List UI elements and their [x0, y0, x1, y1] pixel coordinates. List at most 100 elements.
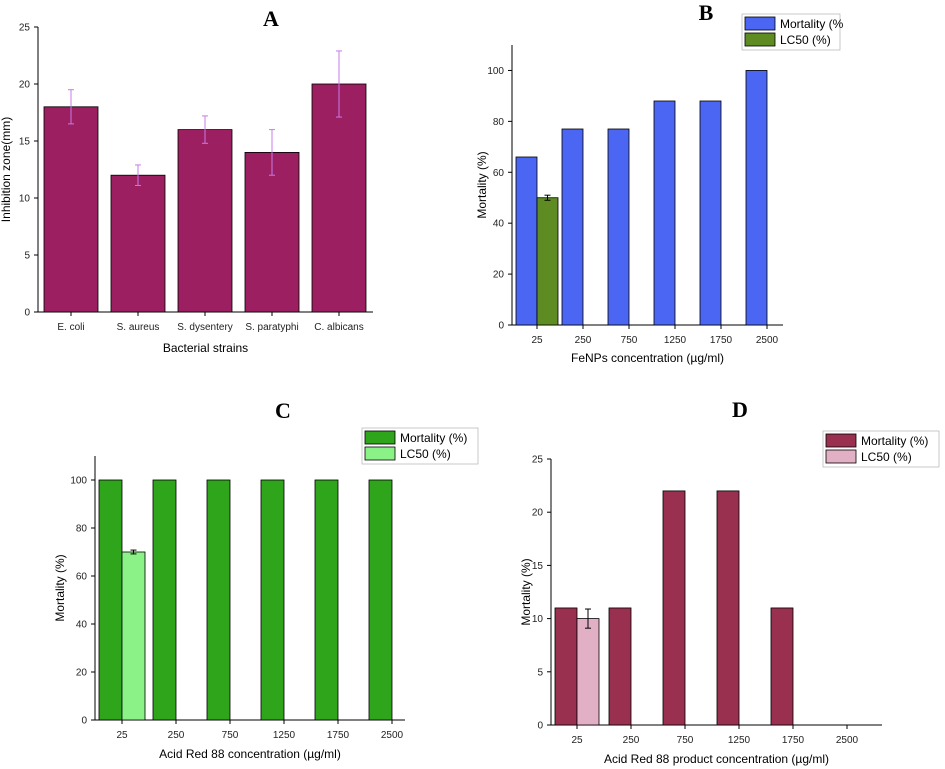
legend: Mortality (%) LC50 (%)	[361, 427, 479, 465]
x-tick-label: 1750	[782, 735, 805, 746]
legend-swatch	[825, 433, 857, 448]
bar-a-s0-2	[177, 129, 233, 313]
legend-label: Mortality (%)	[861, 434, 928, 448]
bar-a-s0-0	[43, 106, 99, 313]
error-bar	[135, 164, 141, 186]
error-bar	[202, 115, 208, 144]
y-tick-label: 10	[532, 614, 544, 625]
x-tick-label: 1750	[710, 335, 733, 346]
x-axis-title: FeNPs concentration (µg/ml)	[571, 351, 724, 365]
chart-panel-b: B 0 20 40 60 80 100 25 250 750 1250 1750 2500 FeNPs c…	[475, 0, 844, 365]
bar-c-s0-0	[98, 479, 123, 721]
x-tick-label: 750	[621, 335, 638, 346]
error-bar	[269, 129, 275, 176]
x-tick-label: 25	[531, 335, 543, 346]
y-axis-title: Mortality (%)	[475, 151, 489, 218]
x-tick-label: 25	[571, 735, 583, 746]
y-tick-label: 100	[487, 66, 504, 77]
x-tick-label: 25	[116, 730, 128, 741]
x-tick-label: 250	[168, 730, 185, 741]
x-tick-label: 250	[575, 335, 592, 346]
y-tick-label: 20	[19, 80, 31, 91]
legend-swatch	[364, 446, 396, 461]
panel-letter: D	[732, 397, 748, 422]
legend: Mortality (% LC50 (%)	[741, 13, 844, 51]
y-tick-label: 0	[24, 308, 30, 319]
legend-label: Mortality (%)	[400, 431, 467, 445]
y-tick-label: 0	[81, 716, 87, 727]
bar-a-s0-3	[244, 151, 300, 313]
bar-b-s0-5	[745, 70, 768, 326]
chart-panel-d: D 0 5 10 15 20 25 25 250 750 1250 1750 2500 Acid Red …	[519, 397, 940, 766]
y-tick-label: 60	[493, 168, 505, 179]
y-tick-label: 20	[76, 668, 88, 679]
chart-panel-a: A 0 5 10 15 20 25 E. coli S. aureus S. dysentery S…	[0, 6, 373, 355]
x-tick-label: 2500	[381, 730, 404, 741]
legend-swatch	[364, 430, 396, 445]
chart-panel-c: C 0 20 40 60 80 100 25 250 750 1250 1750 2500 Acid Re…	[53, 398, 479, 761]
x-axis-title: Acid Red 88 product concentration (µg/ml…	[604, 752, 829, 766]
panel-letter: C	[275, 398, 291, 423]
x-tick-label: S. dysentery	[177, 322, 233, 333]
legend-swatch	[744, 32, 776, 47]
x-axis-title: Bacterial strains	[163, 341, 248, 355]
legend-label: LC50 (%)	[400, 447, 451, 461]
y-tick-label: 20	[493, 270, 505, 281]
y-tick-label: 15	[19, 137, 31, 148]
x-tick-label: 1250	[728, 735, 751, 746]
panel-letter: A	[263, 6, 279, 31]
legend-swatch	[744, 16, 776, 31]
bar-a-s0-1	[110, 174, 166, 313]
bar-b-s1-0	[536, 197, 559, 326]
legend-label: LC50 (%)	[861, 450, 912, 464]
y-tick-label: 20	[532, 508, 544, 519]
error-bar	[336, 50, 342, 118]
y-tick-label: 5	[537, 667, 543, 678]
x-tick-label: E. coli	[57, 322, 84, 333]
y-axis-title: Mortality (%)	[53, 554, 67, 621]
bar-d-s0-3	[716, 490, 740, 726]
y-tick-label: 25	[19, 23, 31, 34]
x-axis-title: Acid Red 88 concentration (µg/ml)	[159, 747, 341, 761]
bar-d-s0-1	[608, 607, 632, 726]
x-tick-label: S. aureus	[117, 322, 160, 333]
y-tick-label: 15	[532, 561, 544, 572]
bar-d-s1-0	[576, 618, 600, 726]
bar-b-s0-1	[561, 128, 584, 326]
x-tick-label: S. paratyphi	[245, 322, 298, 333]
bar-c-s0-2	[206, 479, 231, 721]
x-tick-label: 1250	[273, 730, 296, 741]
y-tick-label: 100	[70, 476, 87, 487]
x-tick-label: 2500	[756, 335, 779, 346]
x-tick-label: 750	[222, 730, 239, 741]
x-tick-label: 250	[623, 735, 640, 746]
bar-c-s1-0	[121, 551, 146, 721]
x-tick-label: 2500	[836, 735, 859, 746]
y-tick-label: 40	[493, 219, 505, 230]
y-tick-label: 0	[498, 321, 504, 332]
bar-c-s0-1	[152, 479, 177, 721]
y-tick-label: 5	[24, 251, 30, 262]
y-tick-label: 60	[76, 572, 88, 583]
legend-swatch	[825, 449, 857, 464]
x-tick-label: 1250	[664, 335, 687, 346]
error-bar	[585, 608, 591, 629]
error-bar	[68, 89, 74, 125]
bar-c-s0-4	[314, 479, 339, 721]
y-tick-label: 80	[76, 524, 88, 535]
bar-a-s0-4	[311, 83, 367, 313]
bar-b-s0-2	[607, 128, 630, 326]
legend-label: Mortality (%	[780, 17, 844, 31]
panel-letter: B	[699, 0, 714, 25]
bar-c-s0-5	[368, 479, 393, 721]
x-tick-label: C. albicans	[314, 322, 363, 333]
y-tick-label: 80	[493, 117, 505, 128]
x-tick-label: 1750	[327, 730, 350, 741]
bar-b-s0-4	[699, 100, 722, 326]
y-axis-title: Mortality (%)	[519, 558, 533, 625]
bar-b-s0-0	[515, 156, 538, 326]
bar-d-s0-2	[662, 490, 686, 726]
bar-d-s0-0	[554, 607, 578, 726]
legend: Mortality (%) LC50 (%)	[822, 430, 940, 468]
